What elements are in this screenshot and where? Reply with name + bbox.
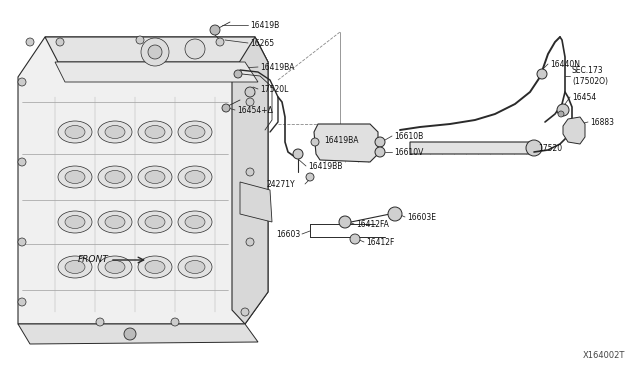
Ellipse shape [58,166,92,188]
Circle shape [241,308,249,316]
Circle shape [234,70,242,78]
Ellipse shape [105,260,125,273]
Text: 16603: 16603 [276,230,300,238]
Ellipse shape [185,170,205,183]
Ellipse shape [185,260,205,273]
Circle shape [557,104,569,116]
Polygon shape [232,37,268,324]
Circle shape [311,138,319,146]
Circle shape [96,318,104,326]
Polygon shape [410,142,534,154]
Ellipse shape [65,170,85,183]
Circle shape [148,45,162,59]
Ellipse shape [145,170,165,183]
Text: X164002T: X164002T [582,351,625,360]
Circle shape [375,137,385,147]
Circle shape [388,207,402,221]
Text: 16454: 16454 [572,93,596,102]
Text: FRONT: FRONT [77,256,108,264]
Polygon shape [240,182,272,222]
Circle shape [350,234,360,244]
Polygon shape [563,117,585,144]
Text: 17520: 17520 [538,144,562,153]
Circle shape [216,38,224,46]
Circle shape [246,168,254,176]
Circle shape [245,87,255,97]
Ellipse shape [58,211,92,233]
Text: 16610B: 16610B [394,131,423,141]
Circle shape [185,39,205,59]
Text: 16419BB: 16419BB [308,161,342,170]
Circle shape [18,238,26,246]
Polygon shape [314,124,378,162]
Ellipse shape [145,215,165,228]
Circle shape [222,104,230,112]
Circle shape [293,149,303,159]
Ellipse shape [58,256,92,278]
Ellipse shape [178,166,212,188]
Circle shape [136,36,144,44]
Circle shape [537,69,547,79]
Ellipse shape [98,166,132,188]
Text: 16265: 16265 [250,38,274,48]
Ellipse shape [185,125,205,138]
Text: 16419BA: 16419BA [324,135,358,144]
Circle shape [526,140,542,156]
Ellipse shape [138,166,172,188]
Text: 17520L: 17520L [260,84,289,93]
Ellipse shape [65,215,85,228]
Ellipse shape [98,211,132,233]
Circle shape [339,216,351,228]
Text: 16883: 16883 [590,118,614,126]
Text: 16454+Δ: 16454+Δ [237,106,273,115]
Polygon shape [55,62,258,82]
Ellipse shape [145,260,165,273]
Circle shape [141,38,169,66]
Circle shape [246,98,254,106]
Ellipse shape [105,170,125,183]
Circle shape [246,238,254,246]
Text: 16412FA: 16412FA [356,219,389,228]
Circle shape [26,38,34,46]
Circle shape [124,328,136,340]
Ellipse shape [105,215,125,228]
Ellipse shape [178,256,212,278]
Ellipse shape [178,211,212,233]
Text: 16440N: 16440N [550,60,580,68]
Ellipse shape [178,121,212,143]
Circle shape [18,298,26,306]
Circle shape [171,318,179,326]
Ellipse shape [98,121,132,143]
Circle shape [18,78,26,86]
Circle shape [56,38,64,46]
Polygon shape [18,37,268,324]
Ellipse shape [98,256,132,278]
Text: 16412F: 16412F [366,237,394,247]
Text: 16603E: 16603E [407,212,436,221]
Ellipse shape [65,125,85,138]
Circle shape [558,111,564,117]
Text: 16610V: 16610V [394,148,424,157]
Ellipse shape [105,125,125,138]
Text: 16419BA: 16419BA [260,62,294,71]
Ellipse shape [138,121,172,143]
Polygon shape [45,37,268,62]
Ellipse shape [138,256,172,278]
Ellipse shape [65,260,85,273]
Text: 16419B: 16419B [250,20,279,29]
Circle shape [210,25,220,35]
Ellipse shape [185,215,205,228]
Text: 24271Y: 24271Y [266,180,295,189]
Circle shape [18,158,26,166]
Ellipse shape [145,125,165,138]
Text: SEC.173
(17502O): SEC.173 (17502O) [572,66,608,86]
Polygon shape [18,324,258,344]
Ellipse shape [58,121,92,143]
Circle shape [306,173,314,181]
Ellipse shape [138,211,172,233]
Circle shape [375,147,385,157]
